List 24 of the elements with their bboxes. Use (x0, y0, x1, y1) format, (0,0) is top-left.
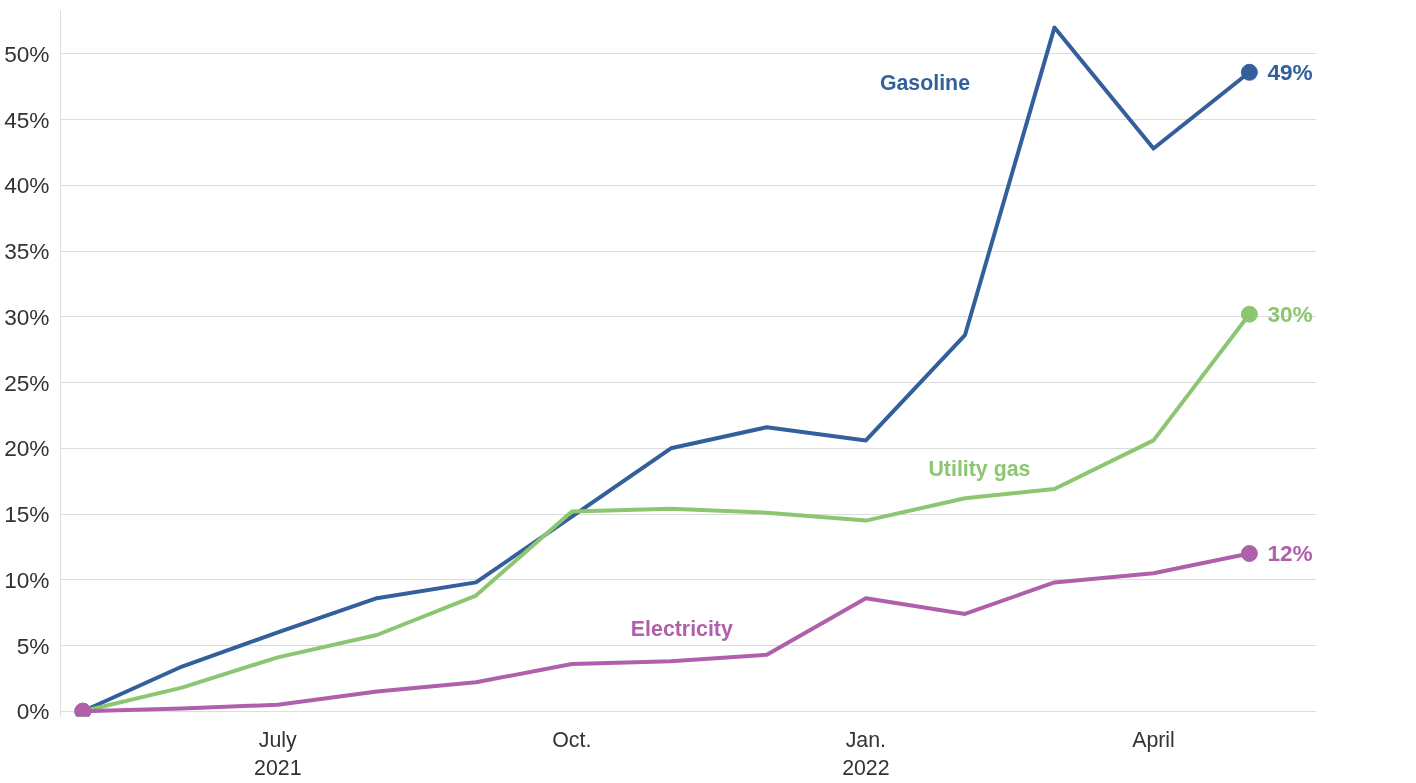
y-tick-label: 5% (16, 632, 50, 659)
y-tick-label: 50% (4, 40, 50, 67)
x-tick-label: July 2021 (254, 727, 302, 781)
x-tick-label: Jan. 2022 (842, 727, 890, 781)
data-label: 12% (1267, 540, 1313, 567)
y-tick-label: 45% (4, 106, 50, 133)
y-tick-label: 35% (4, 238, 50, 265)
y-tick-label: 0% (16, 698, 50, 725)
y-tick-label: 15% (4, 501, 50, 528)
point (1240, 544, 1258, 562)
y-tick-label: 10% (4, 566, 50, 593)
point (1240, 305, 1258, 323)
x-tick-label: April (1132, 727, 1175, 752)
y-tick-label: 25% (4, 369, 50, 396)
text: Gasoline (879, 71, 971, 96)
series-label: Utility gas (928, 457, 1031, 482)
series-label: Electricity (630, 616, 733, 641)
data-label: 30% (1267, 301, 1313, 328)
y-tick-label: 30% (4, 303, 50, 330)
x-tick-label: Oct. (552, 727, 592, 752)
y-tick-label: 20% (4, 435, 50, 462)
data-label: 49% (1267, 59, 1313, 86)
point (1240, 63, 1258, 81)
y-tick-label: 40% (4, 172, 50, 199)
